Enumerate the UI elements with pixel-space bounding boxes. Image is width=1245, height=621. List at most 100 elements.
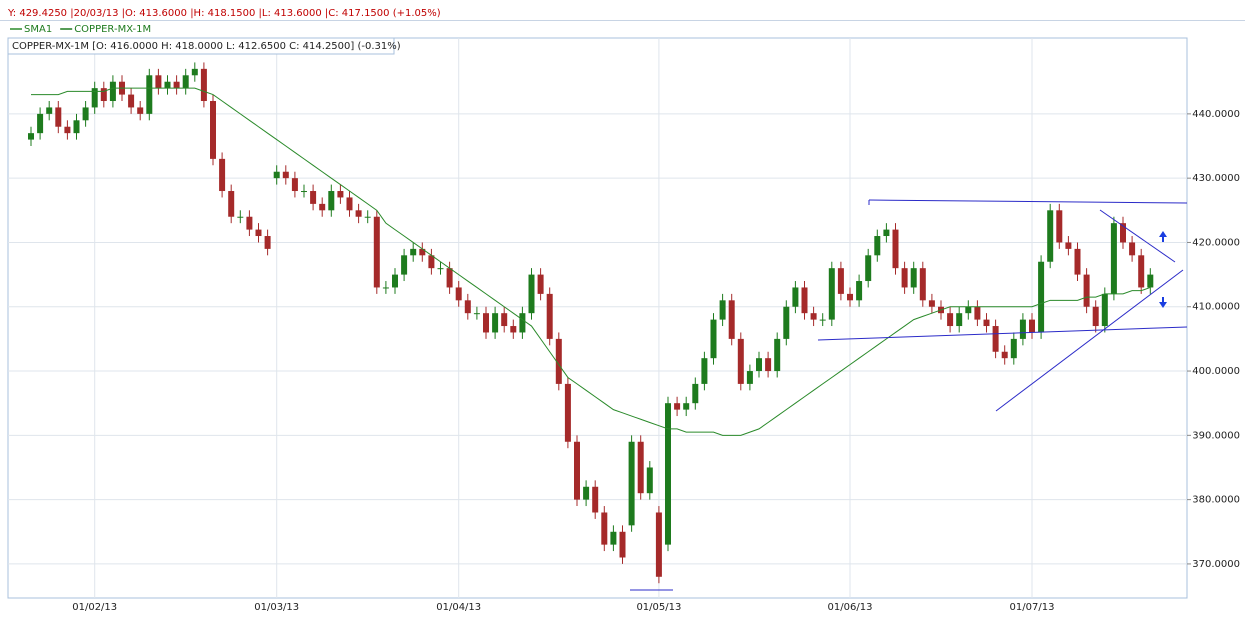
candle-body [637,441,644,494]
candle-body [373,216,380,288]
candle-body [528,274,535,314]
candle-body [410,248,417,256]
legend-label: SMA1 [24,24,52,35]
candle-body [1074,248,1081,275]
legend-label: COPPER-MX-1M [74,24,151,35]
y-tick-label: 420.0000 [1192,237,1240,248]
candle-body [774,338,781,372]
candle-body [401,255,408,275]
candle-body [856,281,863,301]
candle-body [328,191,335,211]
candle-body [310,191,317,204]
candle-body [655,512,662,577]
candle-body [255,229,262,237]
plot-area [7,37,1188,599]
candle-body [191,68,198,76]
x-tick-label: 01/06/13 [828,602,873,613]
candle-body [437,268,444,270]
candle-body [847,293,853,301]
candle-body [865,255,872,282]
x-tick-label: 01/02/13 [72,602,117,613]
candle-body [728,300,735,339]
candle-body [710,319,717,359]
candle-body [319,203,326,211]
candle-body [246,216,253,230]
candle-body [301,191,307,193]
candle-body [37,113,44,134]
candle-body [737,338,744,384]
candle-body [91,88,98,108]
candle-body [810,313,817,320]
candle-body [419,248,426,256]
info-box [7,37,395,55]
candle-body [210,101,216,159]
candle-body [428,255,435,269]
candle-body [64,126,71,134]
y-tick-label: 430.0000 [1192,173,1240,184]
candle-body [28,133,34,140]
candle-body [601,512,608,545]
trendline [995,269,1184,412]
candle-body [983,319,990,327]
sma-line [31,87,1151,436]
candle-body [1129,242,1136,256]
candle-body [501,313,508,327]
candle-body [492,313,499,333]
candle-body [155,75,162,89]
candle-body [901,268,908,288]
candle-body [173,81,180,89]
trendline [1099,209,1176,263]
candle-body [1138,255,1145,288]
candle-body [100,88,107,102]
candle-body [1110,223,1117,294]
candle-body [928,300,935,307]
candle-body [1038,261,1045,333]
candle-body [746,371,753,384]
candle-body [1065,242,1072,249]
candle-body [473,313,480,315]
marks [28,62,1154,584]
candle-body [1147,274,1154,288]
candle-body [619,531,626,558]
y-tick-label: 440.0000 [1192,109,1240,120]
arrow-down [1159,297,1167,308]
candle-body [801,287,808,314]
candle-body [483,313,489,333]
candle-body [965,306,972,314]
candle-body [574,441,580,500]
candle-body [892,229,899,269]
candle-body [464,300,471,314]
trendline [868,199,1188,204]
grid: 370.0000 380.0000 390.0000 400.0000 410.0000… [8,38,1240,613]
candle-body [455,287,462,301]
candle-body [546,293,553,339]
candle-body [646,467,653,494]
candle-body [564,383,571,442]
y-tick-label: 380.0000 [1192,495,1240,506]
candle-body [364,216,371,218]
candle-body [665,403,671,545]
candle-body [792,287,799,307]
trendline [817,326,1188,341]
candle-body [146,75,153,114]
x-tick-label: 01/03/13 [254,602,299,613]
candle-body [592,486,599,513]
status-line: Y: 429.4250 |20/03/13 |O: 413.6000 |H: 4… [7,8,441,19]
candle-body [628,441,635,526]
candle-body [756,358,762,372]
candle-body [947,313,954,327]
y-tick-label: 370.0000 [1192,559,1240,570]
candle-body [109,81,116,102]
candle-body [1029,319,1035,333]
candle-body [137,107,144,114]
candle-body [228,191,235,217]
candle-body [828,268,835,320]
candle-body [382,287,389,289]
trendlines [630,199,1188,591]
candle-body [1056,210,1063,243]
candle-body [719,300,726,320]
candle-body [765,358,772,372]
candle-body [1019,319,1026,339]
y-tick-label: 390.0000 [1192,430,1240,441]
candle-body [519,313,526,333]
